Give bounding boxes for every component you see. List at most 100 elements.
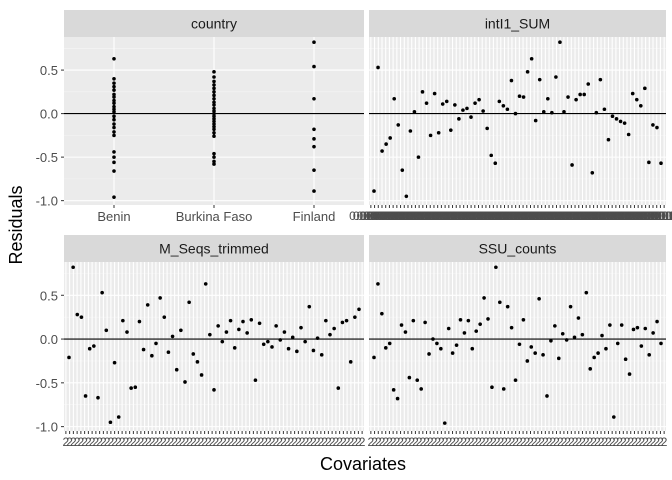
x-tick-label: 2: [198, 435, 205, 449]
x-tick-label: 0.00001: [642, 209, 672, 223]
x-tick-label: 2: [427, 435, 434, 449]
x-tick-label: 0.00001: [572, 209, 616, 223]
x-tick-label: 2: [605, 435, 612, 449]
data-point: [574, 97, 578, 102]
x-tick-label: 2: [130, 435, 137, 449]
x-tick-label: 2: [111, 435, 118, 449]
data-point: [436, 130, 441, 135]
x-tick-label: 2: [509, 435, 516, 449]
x-tick-label: 0.00001: [412, 209, 456, 223]
data-point: [212, 83, 216, 87]
data-point: [112, 101, 116, 105]
x-tick-label: 0.00001: [487, 209, 531, 223]
data-point: [212, 119, 216, 124]
x-axis-title: Covariates: [320, 454, 406, 474]
x-tick-label: 2: [368, 435, 375, 449]
x-tick-label: 2: [295, 435, 302, 449]
facet-panel: M_Seqs_trimmed-1.0-0.50.00.5222222222222…: [36, 235, 366, 449]
data-point: [212, 162, 216, 166]
data-point: [630, 91, 635, 96]
data-point: [647, 160, 651, 165]
data-point: [521, 317, 526, 322]
x-tick-label: 2: [512, 435, 519, 449]
data-point: [651, 123, 655, 127]
x-tick-label: 0.00001: [587, 209, 631, 223]
data-point: [550, 110, 554, 115]
data-point: [92, 344, 96, 348]
x-tick-label: 2: [276, 435, 283, 449]
x-tick-label: 0.00001: [449, 209, 493, 223]
data-point: [404, 194, 409, 199]
x-tick-label: 2: [442, 435, 449, 449]
x-tick-label: 0.00001: [457, 209, 501, 223]
data-point: [462, 331, 467, 335]
x-tick-label: 2: [141, 435, 148, 449]
x-tick-label: 2: [419, 435, 426, 449]
facet-strip: [64, 235, 364, 262]
x-tick-label: 0.00001: [590, 209, 634, 223]
data-point: [395, 396, 400, 401]
data-point: [580, 332, 585, 337]
data-point: [237, 327, 241, 332]
x-tick-label: 2: [258, 435, 265, 449]
data-point: [96, 395, 100, 400]
data-point: [328, 332, 332, 337]
x-tick-label: 2: [100, 435, 107, 449]
x-tick-label: 2: [460, 435, 467, 449]
facet-strip-label: intI1_SUM: [485, 16, 550, 32]
data-point: [596, 351, 600, 355]
data-point: [432, 91, 437, 96]
x-tick-label: 2: [445, 435, 452, 449]
x-tick-label: 0.00001: [357, 209, 401, 223]
data-point: [615, 341, 620, 346]
x-tick-label: 2: [468, 435, 475, 449]
data-point: [407, 375, 412, 380]
x-tick-label: 2: [314, 435, 321, 449]
x-tick-label: 2: [344, 435, 351, 449]
x-tick-label: 0.00001: [557, 209, 601, 223]
x-tick-label: 2: [160, 435, 167, 449]
x-tick-label: 2: [235, 435, 242, 449]
data-point: [604, 346, 608, 351]
x-tick-label: 2: [572, 435, 579, 449]
x-tick-label: 0.00001: [435, 209, 479, 223]
x-tick-label: 0.00001: [553, 209, 597, 223]
data-point: [400, 168, 405, 172]
data-point: [594, 110, 599, 115]
data-point: [133, 385, 138, 390]
x-tick-label: 2: [96, 435, 103, 449]
x-tick-label: 0.00001: [505, 209, 549, 223]
x-tick-label: 0.00001: [550, 209, 594, 223]
data-point: [651, 331, 655, 335]
x-tick-label: 0.00001: [383, 209, 427, 223]
data-point: [513, 378, 518, 383]
x-tick-label: 2: [523, 435, 530, 449]
data-point: [212, 151, 216, 156]
data-point: [212, 117, 216, 121]
x-tick-label: 2: [412, 435, 419, 449]
x-tick-label: 2: [494, 435, 501, 449]
data-point: [537, 296, 541, 301]
x-tick-label: 2: [81, 435, 88, 449]
facet-panel: SSU_counts222222222222222222222222222222…: [368, 235, 668, 449]
x-tick-label: 0.00001: [368, 209, 412, 223]
data-point: [419, 387, 423, 391]
data-point: [150, 353, 154, 358]
data-point: [282, 330, 287, 334]
data-point: [408, 129, 413, 133]
data-point: [67, 355, 71, 360]
data-point: [212, 388, 216, 392]
facet-strip: [64, 10, 364, 37]
data-point: [295, 349, 299, 354]
x-tick-label: 2: [209, 435, 216, 449]
data-point: [537, 77, 542, 82]
data-point: [388, 136, 392, 140]
x-tick-label: 2: [497, 435, 504, 449]
data-point: [112, 81, 116, 85]
x-tick-label: 0.00001: [438, 209, 482, 223]
data-point: [553, 324, 557, 328]
x-tick-label: 2: [138, 435, 145, 449]
x-tick-label: 2: [627, 435, 634, 449]
x-tick-label: 2: [616, 435, 623, 449]
x-tick-label: 0.00001: [453, 209, 497, 223]
